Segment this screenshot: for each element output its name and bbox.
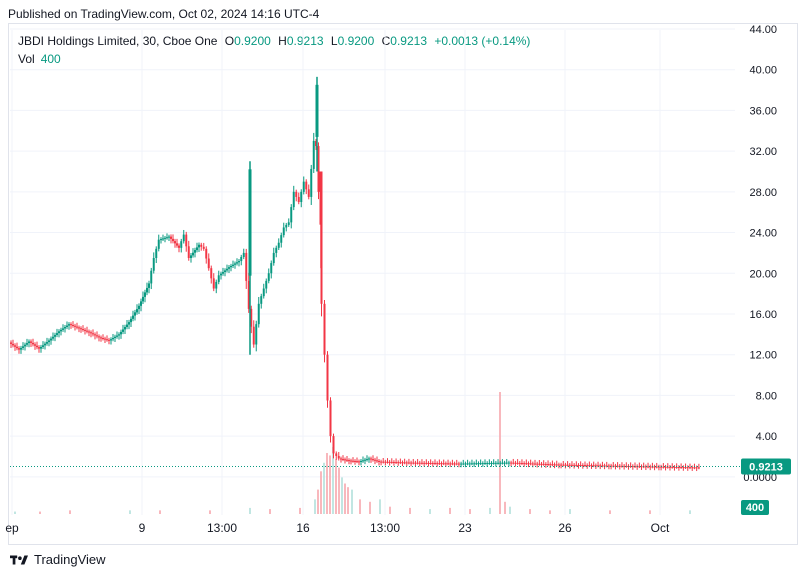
volume-legend: Vol 400 bbox=[18, 52, 61, 66]
high-label: H bbox=[278, 34, 287, 48]
volume-label: Vol bbox=[18, 52, 35, 66]
open-value: 0.9200 bbox=[234, 34, 271, 48]
change-value: +0.0013 (+0.14%) bbox=[434, 34, 531, 48]
chart-frame bbox=[8, 23, 798, 545]
high-value: 0.9213 bbox=[286, 34, 324, 48]
published-caption: Published on TradingView.com, Oct 02, 20… bbox=[8, 7, 320, 21]
tradingview-footer: TradingView bbox=[10, 552, 106, 567]
brand-name: TradingView bbox=[34, 552, 106, 567]
ohlc-legend: JBDI Holdings Limited, 30, Cboe One O0.9… bbox=[18, 34, 530, 48]
close-value: 0.9213 bbox=[390, 34, 427, 48]
open-label: O bbox=[224, 34, 235, 48]
tradingview-logo-icon bbox=[10, 555, 28, 564]
low-label: L bbox=[330, 34, 338, 48]
close-label: C bbox=[381, 34, 391, 48]
symbol-title: JBDI Holdings Limited, 30, Cboe One bbox=[18, 34, 218, 48]
volume-value: 400 bbox=[40, 52, 61, 66]
low-value: 0.9200 bbox=[337, 34, 375, 48]
